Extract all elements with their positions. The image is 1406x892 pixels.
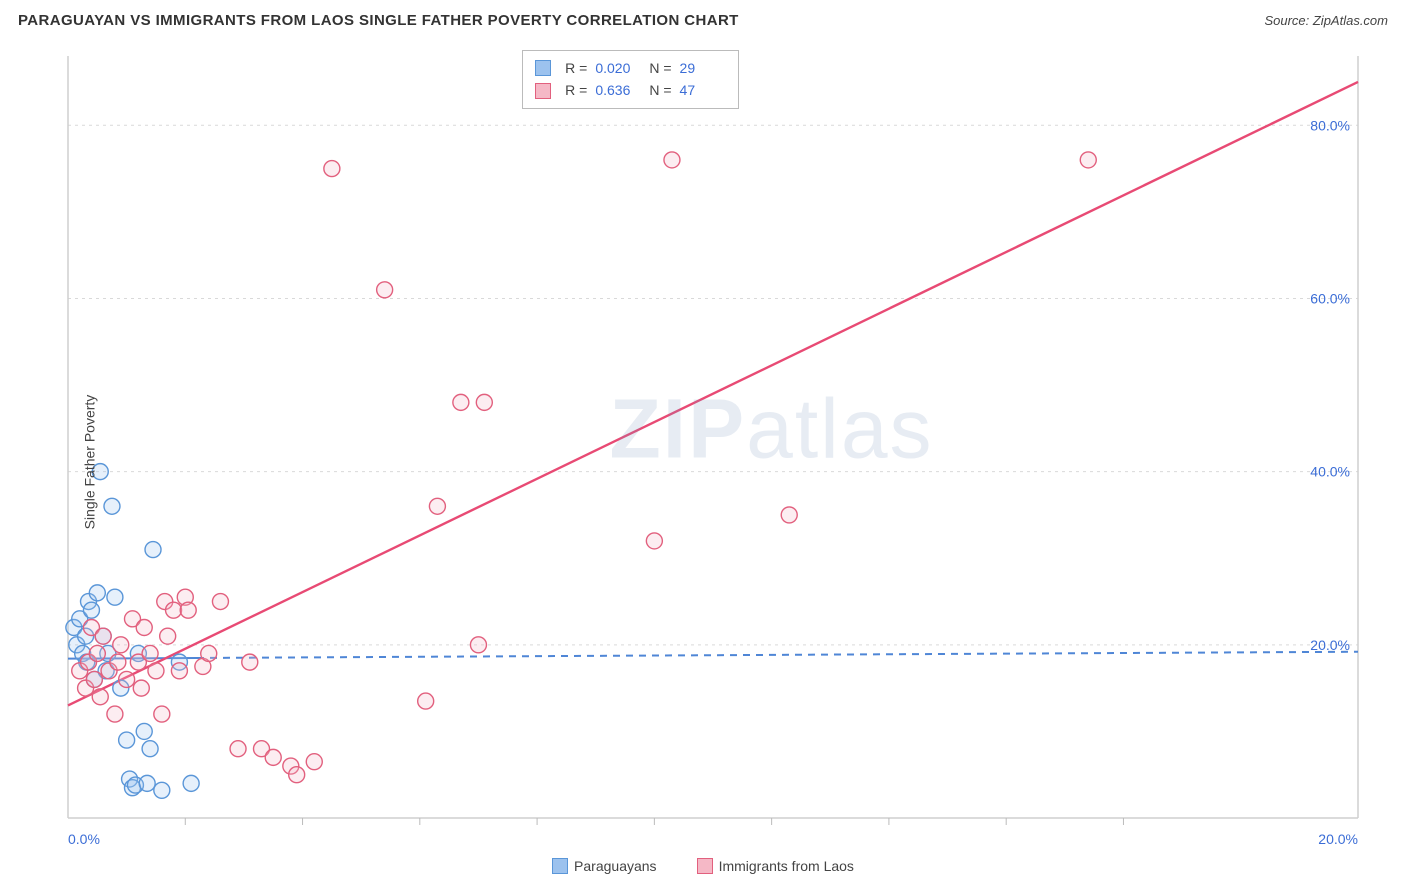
correlation-stats-box: R = 0.020 N = 29 R = 0.636 N = 47 [522,50,738,109]
data-point [92,689,108,705]
r-label: R = [565,79,587,101]
data-point [142,741,158,757]
data-point [781,507,797,523]
data-point [646,533,662,549]
data-point [418,693,434,709]
data-point [180,602,196,618]
r-value: 0.636 [595,79,641,101]
data-point [107,589,123,605]
data-point [470,637,486,653]
data-point [110,654,126,670]
data-point [201,645,217,661]
data-point [119,671,135,687]
svg-text:60.0%: 60.0% [1310,290,1350,306]
scatter-plot: 20.0% 40.0% 60.0% 80.0% 0.0% 20.0% [18,44,1388,880]
data-point [160,628,176,644]
data-point [265,749,281,765]
chart-title: PARAGUAYAN VS IMMIGRANTS FROM LAOS SINGL… [18,12,739,29]
data-point [183,775,199,791]
svg-text:80.0%: 80.0% [1310,117,1350,133]
legend-label: Immigrants from Laos [719,858,854,874]
legend-swatch-icon [552,858,568,874]
data-point [324,161,340,177]
data-point [89,645,105,661]
data-point [95,628,111,644]
n-label: N = [649,79,671,101]
data-point [86,671,102,687]
r-label: R = [565,57,587,79]
data-point [83,602,99,618]
data-point [119,732,135,748]
stats-row: R = 0.020 N = 29 [535,57,725,79]
data-point [148,663,164,679]
n-value: 47 [680,79,726,101]
data-point [476,394,492,410]
legend: Paraguayans Immigrants from Laos [18,858,1388,874]
legend-swatch-icon [697,858,713,874]
data-point [230,741,246,757]
data-point [145,542,161,558]
data-point [289,767,305,783]
y-axis-label: Single Father Poverty [81,395,97,530]
data-point [242,654,258,670]
n-value: 29 [680,57,726,79]
svg-text:20.0%: 20.0% [1318,831,1358,847]
data-point [104,498,120,514]
svg-text:40.0%: 40.0% [1310,464,1350,480]
data-point [453,394,469,410]
data-point [136,723,152,739]
legend-item: Paraguayans [552,858,657,874]
data-point [89,585,105,601]
legend-label: Paraguayans [574,858,657,874]
data-point [154,706,170,722]
data-point [166,602,182,618]
svg-text:20.0%: 20.0% [1310,637,1350,653]
n-label: N = [649,57,671,79]
svg-text:0.0%: 0.0% [68,831,100,847]
data-point [306,754,322,770]
data-point [212,594,228,610]
data-point [142,645,158,661]
stats-row: R = 0.636 N = 47 [535,79,725,101]
data-point [113,637,129,653]
legend-swatch-icon [535,60,551,76]
data-point [429,498,445,514]
data-point [154,782,170,798]
data-point [377,282,393,298]
data-point [664,152,680,168]
legend-item: Immigrants from Laos [697,858,854,874]
data-point [171,663,187,679]
data-point [136,620,152,636]
source-attribution: Source: ZipAtlas.com [1264,13,1388,28]
legend-swatch-icon [535,83,551,99]
chart-container: Single Father Poverty ZIPatlas 20.0%40.0… [18,44,1388,880]
r-value: 0.020 [595,57,641,79]
data-point [1080,152,1096,168]
data-point [107,706,123,722]
data-point [133,680,149,696]
data-point [139,775,155,791]
